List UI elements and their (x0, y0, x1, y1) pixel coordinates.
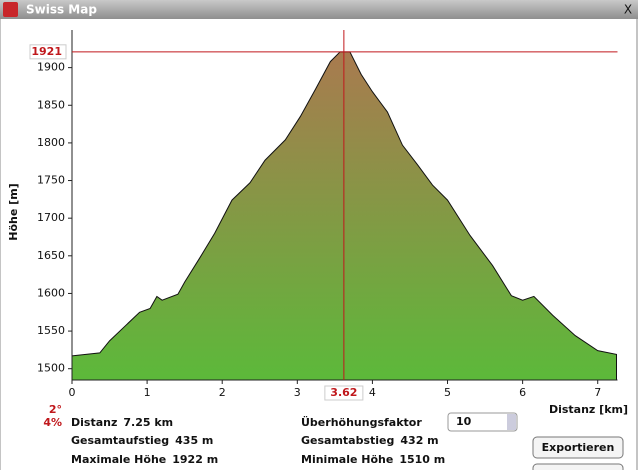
info-value: 7.25 km (123, 416, 173, 429)
cursor-y-label: 1921 (31, 45, 62, 58)
y-tick-label: 1550 (37, 324, 65, 337)
cursor-y-box (29, 44, 67, 60)
y-tick-label: 1900 (37, 61, 65, 74)
info-label: Minimale Höhe (301, 453, 393, 466)
info-label: Gesamtaufstieg (71, 434, 169, 447)
spinner[interactable] (447, 412, 518, 432)
y-tick-label: 1700 (37, 211, 65, 224)
close-button[interactable]: X (624, 3, 632, 17)
cursor-x-label: 3.62 (330, 386, 357, 399)
export-button[interactable] (532, 436, 624, 459)
button[interactable] (532, 463, 624, 474)
cursor-grade: 4% (43, 416, 62, 429)
y-tick-label: 1800 (37, 136, 65, 149)
title-bar (0, 0, 638, 19)
x-tick-label: 7 (594, 386, 601, 399)
info-label: Gesamtabstieg (301, 434, 394, 447)
y-axis-label: Höhe [m] (7, 183, 20, 240)
x-axis-label: Distanz [km] (549, 403, 628, 416)
x-tick-label: 5 (444, 386, 451, 399)
y-tick-label: 1650 (37, 249, 65, 262)
info-row: Maximale Höhe 1922 m (71, 453, 218, 466)
cursor-x-box (324, 385, 364, 401)
spinner-value[interactable]: 10 (456, 415, 472, 428)
x-tick-label: 4 (369, 386, 376, 399)
x-tick-label: 2 (219, 386, 226, 399)
y-tick-label: 1850 (37, 98, 65, 111)
info-label: Distanz (71, 416, 117, 429)
y-tick-label: 1750 (37, 174, 65, 187)
info-value: 1510 m (399, 453, 445, 466)
x-tick-label: 3 (294, 386, 301, 399)
info-row: Distanz 7.25 km (71, 416, 173, 429)
cursor-angle: 2° (49, 403, 62, 416)
info-row: Gesamtabstieg 432 m (301, 434, 439, 447)
y-tick-label: 1500 (37, 362, 65, 375)
app-icon (3, 2, 18, 17)
spinner-arrows[interactable] (507, 414, 516, 430)
info-value: 1922 m (172, 453, 218, 466)
x-tick-label: 0 (69, 386, 76, 399)
info-row: Minimale Höhe 1510 m (301, 453, 445, 466)
info-row: Gesamtaufstieg 435 m (71, 434, 213, 447)
x-tick-label: 1 (144, 386, 151, 399)
info-value: 432 m (400, 434, 438, 447)
info-label: Maximale Höhe (71, 453, 166, 466)
x-tick-label: 6 (519, 386, 526, 399)
window-title: Swiss Map (26, 3, 97, 17)
info-value: 435 m (175, 434, 213, 447)
export-button-label[interactable]: Exportieren (542, 441, 615, 454)
info-label: Überhöhungsfaktor (301, 415, 422, 429)
y-tick-label: 1600 (37, 286, 65, 299)
